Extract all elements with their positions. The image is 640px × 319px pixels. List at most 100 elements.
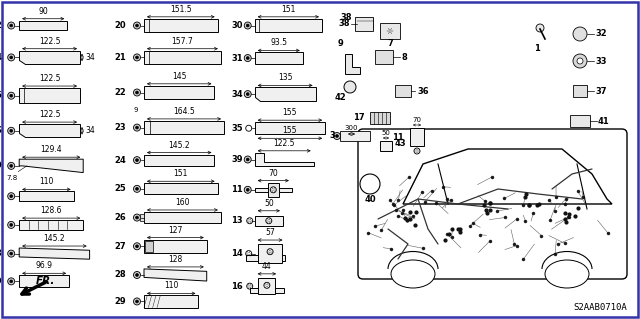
Circle shape xyxy=(136,24,138,27)
Circle shape xyxy=(270,187,276,193)
Circle shape xyxy=(244,91,252,98)
Circle shape xyxy=(134,243,141,250)
Text: 44: 44 xyxy=(262,262,272,271)
Text: 14: 14 xyxy=(231,249,243,258)
Circle shape xyxy=(246,125,252,131)
Text: 37: 37 xyxy=(595,86,607,95)
Text: 9: 9 xyxy=(337,40,343,48)
Circle shape xyxy=(136,216,138,219)
Bar xyxy=(410,128,424,146)
Text: 155: 155 xyxy=(283,126,297,135)
Text: 16: 16 xyxy=(231,282,243,291)
Circle shape xyxy=(246,189,249,191)
Text: 35: 35 xyxy=(231,124,243,133)
Bar xyxy=(19,191,74,201)
Bar xyxy=(395,85,411,97)
Text: 6: 6 xyxy=(0,126,1,135)
Bar xyxy=(144,212,221,223)
Text: 18: 18 xyxy=(0,249,1,258)
Circle shape xyxy=(10,130,13,132)
Circle shape xyxy=(134,124,141,131)
Text: 42: 42 xyxy=(334,93,346,101)
Text: 39: 39 xyxy=(231,155,243,164)
Circle shape xyxy=(244,55,252,62)
Circle shape xyxy=(244,22,252,29)
Text: 33: 33 xyxy=(595,56,607,65)
Circle shape xyxy=(134,22,141,29)
Circle shape xyxy=(264,282,270,288)
Text: 145.2: 145.2 xyxy=(44,234,65,243)
Bar xyxy=(19,21,67,30)
Circle shape xyxy=(344,81,356,93)
Polygon shape xyxy=(255,153,314,166)
Bar xyxy=(144,155,214,166)
Circle shape xyxy=(134,214,141,221)
Bar xyxy=(268,182,279,197)
Circle shape xyxy=(134,157,141,164)
Text: 122.5: 122.5 xyxy=(39,37,60,46)
Text: 93.5: 93.5 xyxy=(270,39,287,48)
Text: 22: 22 xyxy=(115,88,126,97)
Text: 38: 38 xyxy=(339,19,350,28)
Bar xyxy=(255,19,322,32)
Circle shape xyxy=(8,250,15,257)
Circle shape xyxy=(387,28,393,34)
Bar xyxy=(573,85,587,97)
Text: 129.4: 129.4 xyxy=(40,145,62,154)
Text: 127: 127 xyxy=(168,226,182,234)
Polygon shape xyxy=(19,248,90,259)
Text: 157.7: 157.7 xyxy=(172,37,193,46)
Bar xyxy=(144,121,224,134)
Circle shape xyxy=(244,186,252,193)
Text: 34: 34 xyxy=(85,126,95,135)
Text: 9: 9 xyxy=(134,107,138,113)
Circle shape xyxy=(8,221,15,228)
Polygon shape xyxy=(19,159,83,173)
Text: 31: 31 xyxy=(231,54,243,63)
Text: 96.9: 96.9 xyxy=(36,261,52,270)
Circle shape xyxy=(10,24,13,27)
Text: 110: 110 xyxy=(164,281,179,290)
Text: 15: 15 xyxy=(0,220,1,229)
Text: 128: 128 xyxy=(168,255,182,264)
Circle shape xyxy=(246,251,252,256)
Bar xyxy=(380,23,400,39)
Circle shape xyxy=(246,93,249,95)
Bar xyxy=(19,275,69,287)
Bar xyxy=(255,188,292,192)
Bar xyxy=(570,115,590,127)
Circle shape xyxy=(134,298,141,305)
Circle shape xyxy=(8,162,15,169)
Text: 26: 26 xyxy=(115,213,126,222)
Circle shape xyxy=(10,224,13,226)
Text: 20: 20 xyxy=(115,21,126,30)
Bar xyxy=(255,53,303,64)
Circle shape xyxy=(536,24,544,32)
Text: 122.5: 122.5 xyxy=(39,74,60,83)
Bar xyxy=(250,288,284,293)
Text: 57: 57 xyxy=(265,228,275,237)
Circle shape xyxy=(246,24,249,27)
Circle shape xyxy=(8,22,15,29)
Bar xyxy=(375,50,393,64)
Circle shape xyxy=(136,300,138,303)
Circle shape xyxy=(577,58,583,64)
Bar xyxy=(246,255,285,261)
Text: 5: 5 xyxy=(0,91,1,100)
Bar xyxy=(145,241,153,252)
Text: 151: 151 xyxy=(281,5,296,14)
Text: 28: 28 xyxy=(115,271,126,279)
Circle shape xyxy=(10,252,13,255)
Text: 38: 38 xyxy=(340,12,352,21)
Circle shape xyxy=(136,91,138,94)
Circle shape xyxy=(134,271,141,278)
Bar xyxy=(357,18,373,29)
Circle shape xyxy=(8,127,15,134)
Text: 50: 50 xyxy=(264,199,274,208)
Text: 128.6: 128.6 xyxy=(40,206,62,215)
Circle shape xyxy=(136,56,138,59)
Text: 23: 23 xyxy=(115,123,126,132)
Bar xyxy=(19,88,80,103)
Text: 10: 10 xyxy=(0,161,1,170)
Polygon shape xyxy=(403,149,612,204)
